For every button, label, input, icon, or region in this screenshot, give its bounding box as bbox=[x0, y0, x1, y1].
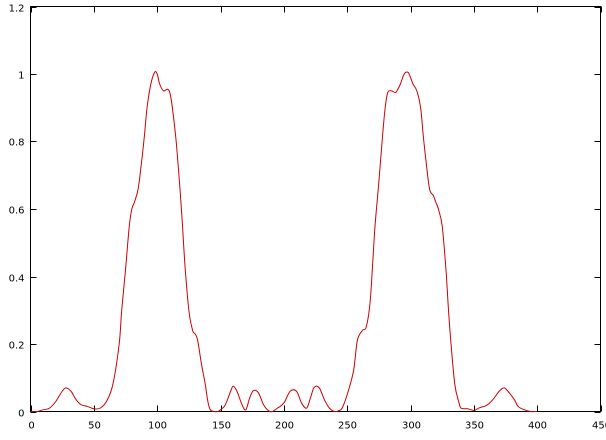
x-tick-label: 0 bbox=[28, 421, 34, 432]
y-tick-label: 0.6 bbox=[9, 206, 25, 217]
x-tick-label: 350 bbox=[465, 421, 484, 432]
series-layer bbox=[30, 71, 538, 413]
x-tick-label: 400 bbox=[528, 421, 547, 432]
y-tick-label: 0 bbox=[18, 409, 24, 420]
x-tick-label: 250 bbox=[338, 421, 357, 432]
x-tick-label: 150 bbox=[212, 421, 231, 432]
y-tick-label: 0.2 bbox=[9, 341, 25, 352]
series-line bbox=[30, 71, 538, 413]
x-tick-label: 450 bbox=[592, 421, 606, 432]
x-tick-label: 200 bbox=[275, 421, 294, 432]
y-tick-label: 0.4 bbox=[9, 274, 25, 285]
y-tick-label: 1 bbox=[18, 71, 24, 82]
y-tick-label: 0.8 bbox=[9, 138, 25, 149]
plot-frame bbox=[30, 6, 601, 412]
x-tick-label: 100 bbox=[148, 421, 167, 432]
x-tick-label: 50 bbox=[88, 421, 101, 432]
x-axis: 0 50 100 150 200 250 300 350 400 450 bbox=[28, 6, 606, 432]
y-axis: 0 0.2 0.4 0.6 0.8 1 1.2 bbox=[9, 4, 601, 420]
x-tick-label: 300 bbox=[402, 421, 421, 432]
y-tick-label: 1.2 bbox=[9, 4, 25, 15]
